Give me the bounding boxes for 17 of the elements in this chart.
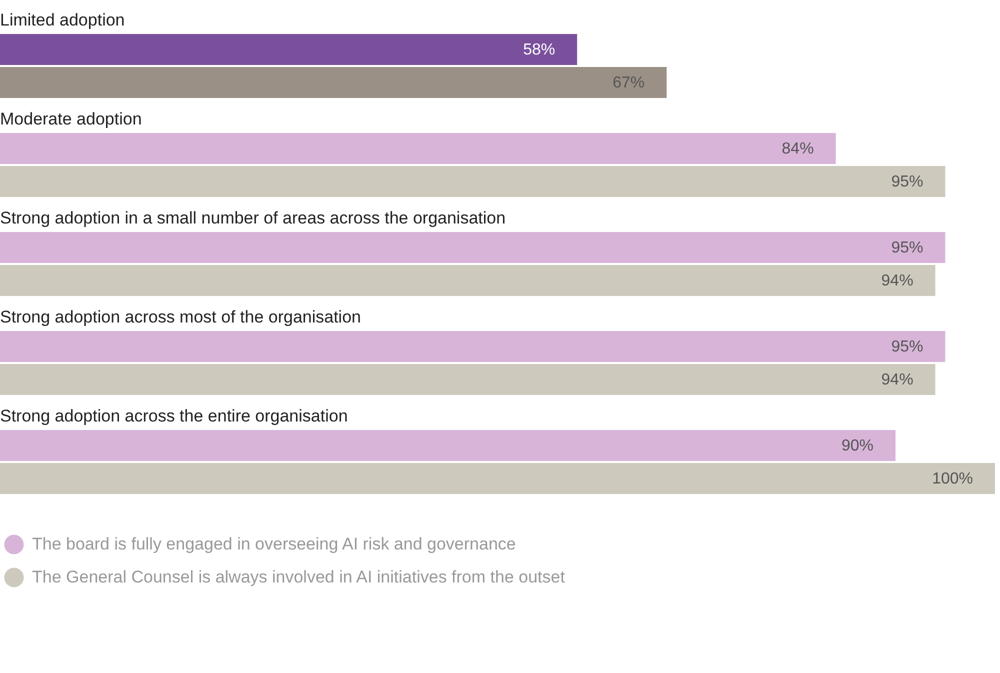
data-label: 90% [841,438,874,454]
data-label: 84% [782,140,814,158]
y-tick-label: Strong adoption across most of the organisation [0,308,361,326]
y-tick-label: Moderate adoption [0,110,142,128]
legend-label: The board is fully engaged in overseeing AI risk and governance [32,534,516,554]
data-label: 100% [932,470,973,488]
legend-label: The General Counsel is always involved in AI initiatives from the outset [32,568,566,586]
data-label: 58% [523,42,556,58]
data-label: 94% [881,372,914,388]
y-tick-label: Limited adoption [0,10,125,30]
data-label: 94% [881,272,914,290]
data-label: 95% [891,240,924,256]
y-tick-label: Strong adoption in a small number of areas across the organisation [0,208,506,228]
data-label: 95% [891,174,924,190]
y-tick-label: Strong adoption across the entire organisation [0,406,348,426]
data-label: 67% [612,74,645,92]
data-label: 95% [891,338,924,356]
